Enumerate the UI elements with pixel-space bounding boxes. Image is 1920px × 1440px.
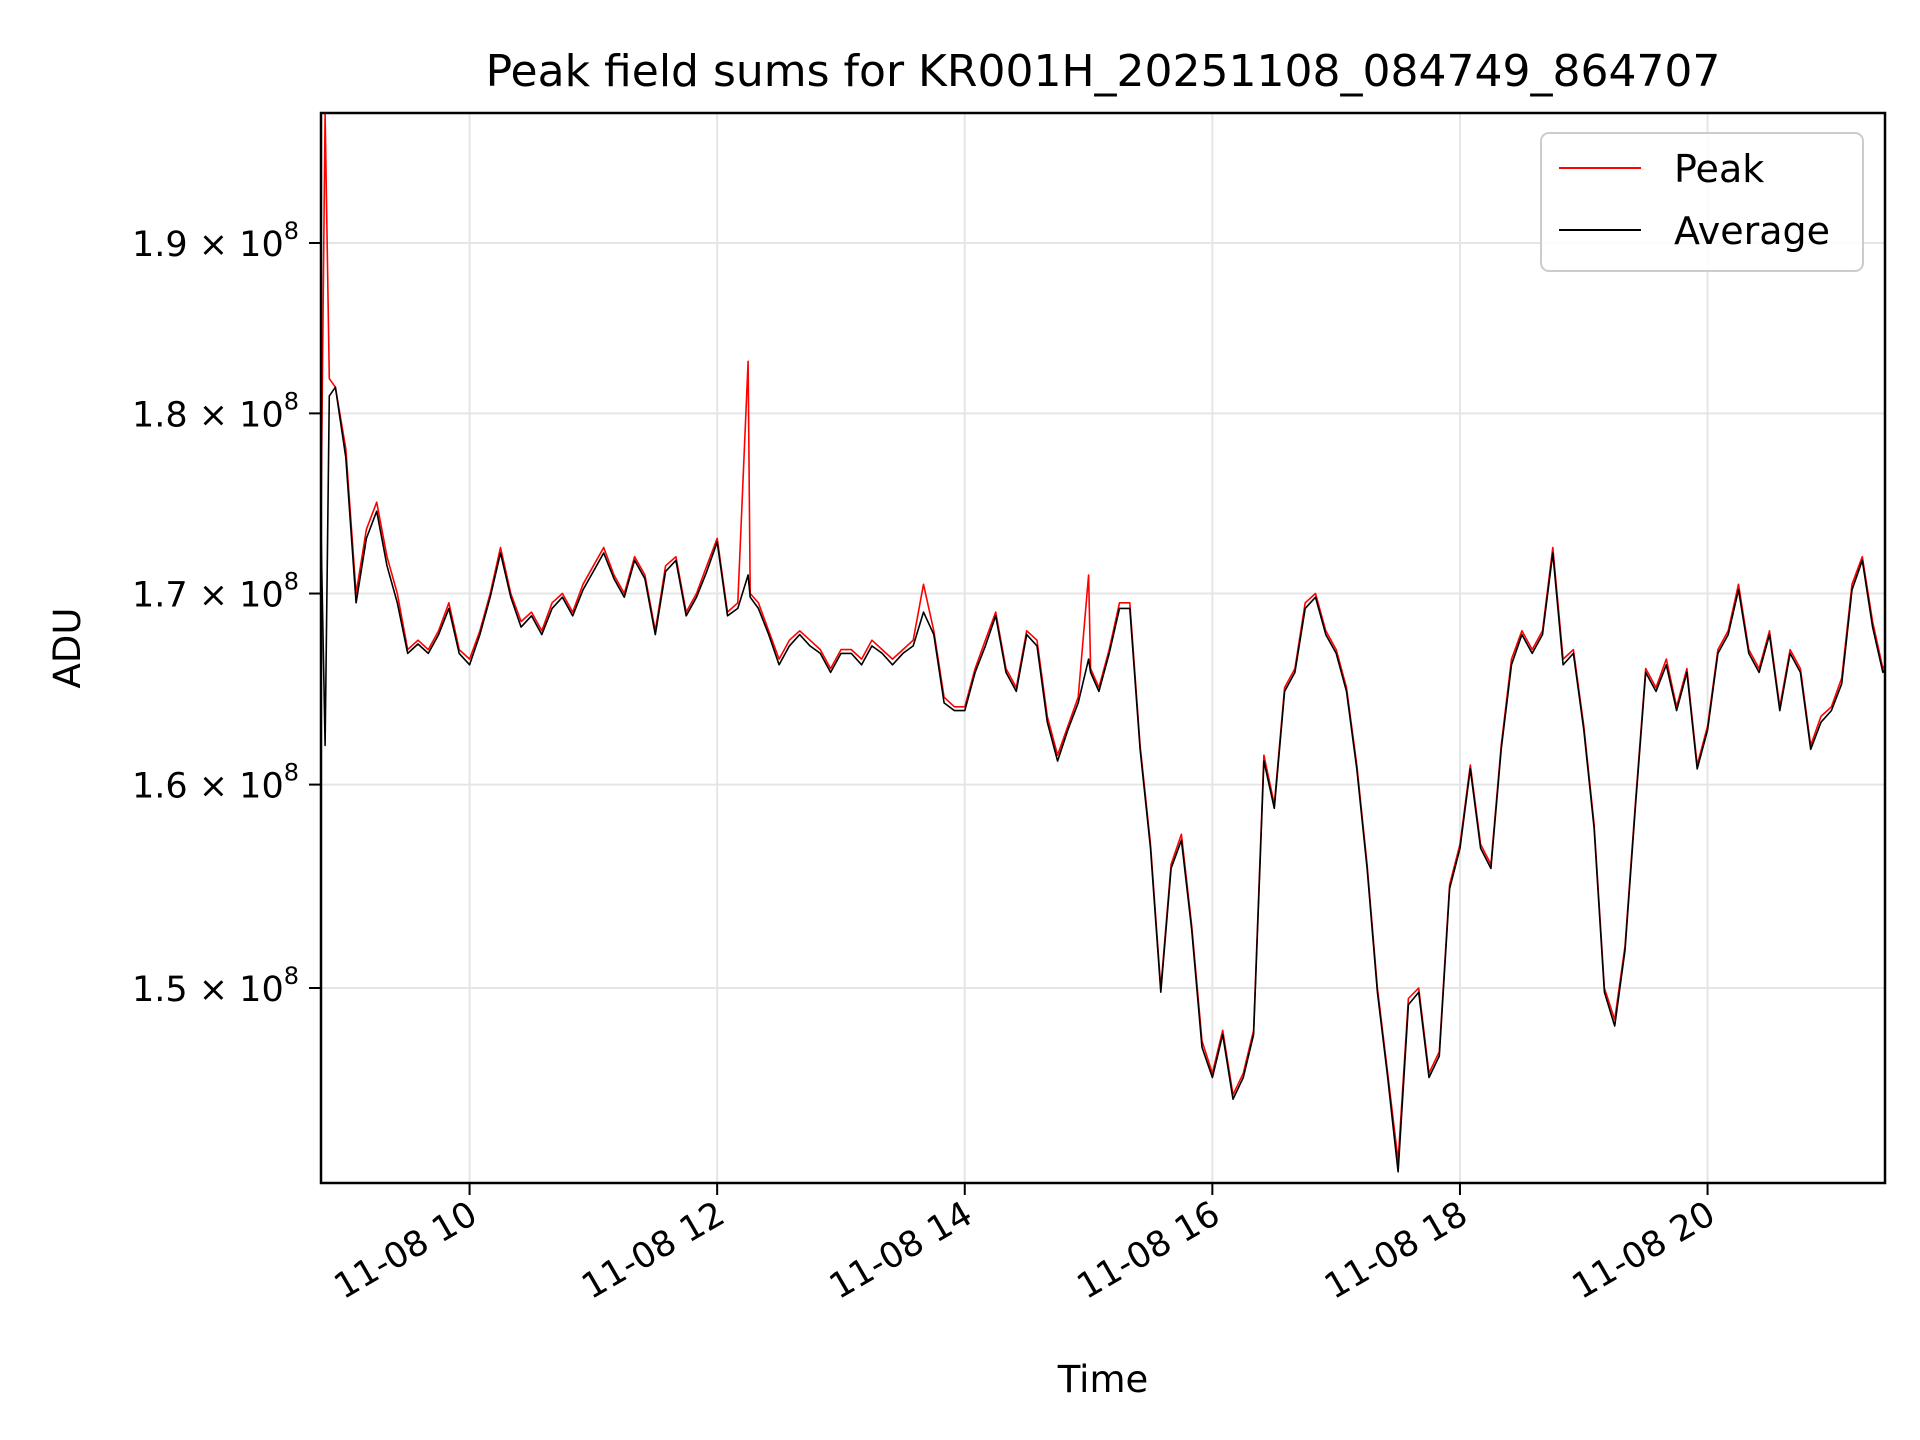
- legend: Peak Average: [1540, 132, 1864, 272]
- y-tick-label-4: 1.9 × 108: [132, 217, 299, 265]
- legend-label-average: Average: [1674, 209, 1830, 253]
- y-axis-label: ADU: [46, 608, 89, 689]
- series-layer: [321, 113, 1885, 1173]
- y-tick-label-0: 1.5 × 108: [132, 962, 299, 1010]
- chart-title: Peak field sums for KR001H_20251108_0847…: [486, 46, 1721, 97]
- plot-frame: [319, 111, 1887, 1185]
- series-line-average: [321, 386, 1885, 1173]
- y-tick-label-3: 1.8 × 108: [132, 387, 299, 435]
- y-tick-label-2: 1.7 × 108: [132, 568, 299, 616]
- legend-label-peak: Peak: [1674, 147, 1764, 191]
- y-tick-label-1: 1.6 × 108: [132, 759, 299, 807]
- x-axis-label: Time: [1057, 1358, 1149, 1401]
